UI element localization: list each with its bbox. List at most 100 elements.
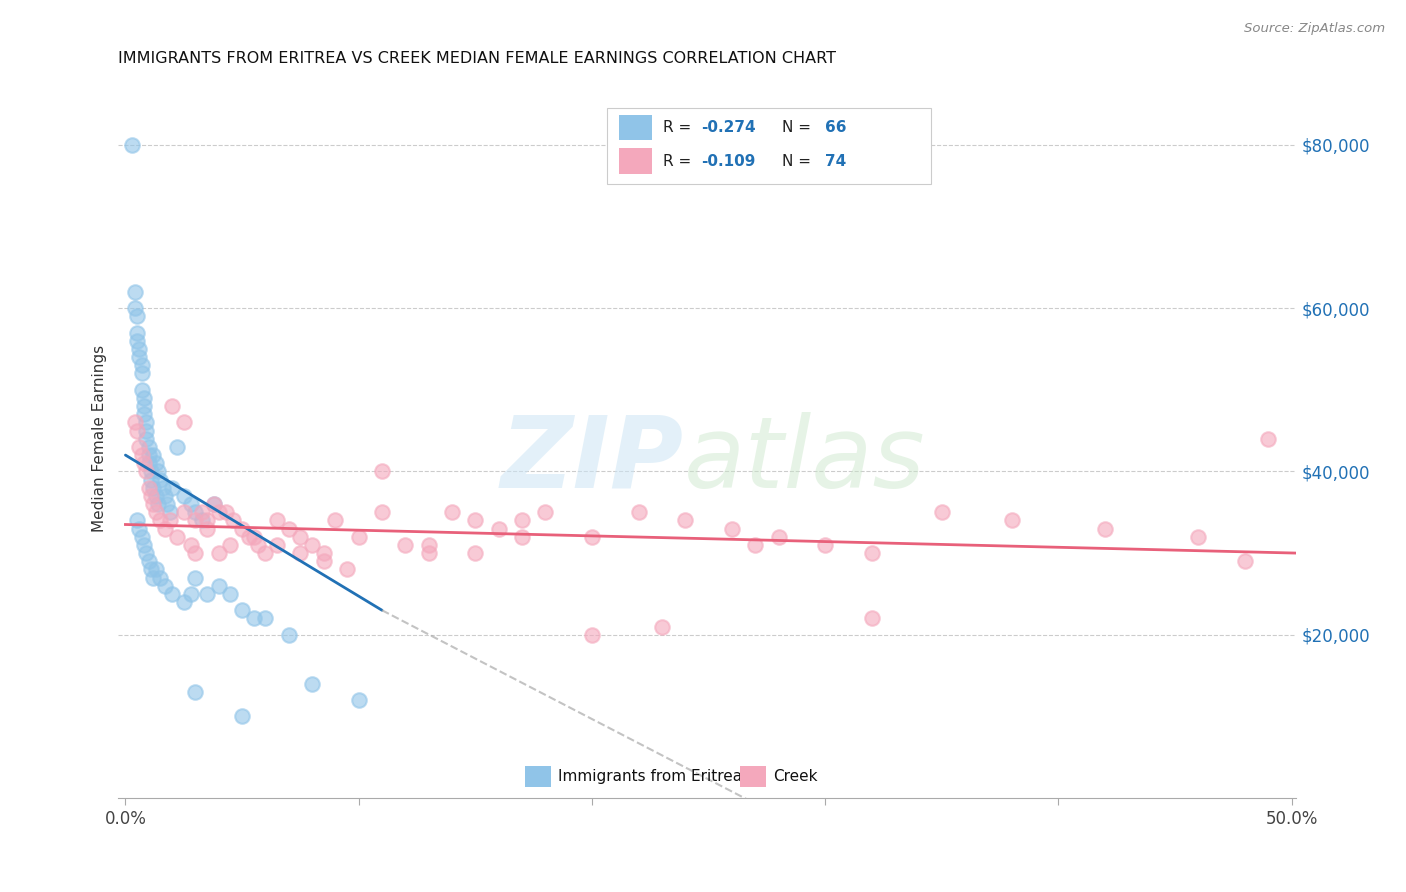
- Point: [208, 505, 231, 519]
- Point: [347, 530, 370, 544]
- Point: [173, 416, 195, 430]
- Text: -0.109: -0.109: [702, 153, 756, 169]
- Point: [138, 440, 160, 454]
- Point: [208, 546, 231, 560]
- Point: [1094, 522, 1116, 536]
- Point: [127, 310, 149, 324]
- Point: [135, 416, 157, 430]
- Point: [145, 456, 167, 470]
- Text: -0.274: -0.274: [702, 120, 756, 135]
- FancyBboxPatch shape: [607, 108, 931, 184]
- Point: [121, 137, 143, 152]
- Point: [135, 464, 157, 478]
- Point: [135, 424, 157, 438]
- Point: [242, 530, 264, 544]
- Point: [301, 677, 323, 691]
- Point: [418, 538, 440, 552]
- Point: [860, 611, 883, 625]
- Point: [312, 554, 335, 568]
- Point: [132, 391, 155, 405]
- Point: [231, 603, 253, 617]
- Point: [184, 546, 207, 560]
- Point: [160, 399, 183, 413]
- Point: [139, 464, 162, 478]
- Point: [138, 448, 160, 462]
- Point: [149, 473, 172, 487]
- Point: [312, 546, 335, 560]
- FancyBboxPatch shape: [619, 148, 652, 174]
- Point: [124, 416, 146, 430]
- Point: [127, 334, 149, 348]
- Point: [124, 285, 146, 299]
- Text: 66: 66: [825, 120, 846, 135]
- Point: [651, 619, 673, 633]
- Point: [132, 399, 155, 413]
- Point: [290, 546, 312, 560]
- Point: [180, 587, 202, 601]
- Point: [180, 497, 202, 511]
- Point: [860, 546, 883, 560]
- Point: [153, 522, 176, 536]
- Point: [744, 538, 766, 552]
- Point: [127, 326, 149, 340]
- Text: R =: R =: [662, 120, 696, 135]
- Point: [142, 497, 165, 511]
- Point: [127, 513, 149, 527]
- Point: [135, 546, 157, 560]
- Point: [180, 538, 202, 552]
- FancyBboxPatch shape: [619, 114, 652, 140]
- Text: ZIP: ZIP: [501, 412, 683, 508]
- Point: [139, 473, 162, 487]
- Point: [1234, 554, 1257, 568]
- Point: [242, 611, 264, 625]
- Point: [266, 538, 288, 552]
- Text: Source: ZipAtlas.com: Source: ZipAtlas.com: [1244, 22, 1385, 36]
- Text: Creek: Creek: [773, 769, 818, 784]
- Point: [138, 456, 160, 470]
- Text: Immigrants from Eritrea: Immigrants from Eritrea: [558, 769, 742, 784]
- Point: [132, 456, 155, 470]
- Point: [418, 546, 440, 560]
- Point: [138, 554, 160, 568]
- Point: [254, 546, 277, 560]
- Point: [135, 432, 157, 446]
- Text: N =: N =: [782, 120, 815, 135]
- Point: [814, 538, 837, 552]
- Point: [128, 342, 150, 356]
- Point: [325, 513, 347, 527]
- Point: [145, 489, 167, 503]
- Point: [153, 579, 176, 593]
- Point: [1001, 513, 1024, 527]
- Point: [510, 513, 533, 527]
- Point: [215, 505, 238, 519]
- Point: [132, 538, 155, 552]
- Point: [124, 301, 146, 315]
- FancyBboxPatch shape: [524, 766, 551, 788]
- Point: [440, 505, 463, 519]
- Point: [131, 383, 153, 397]
- Text: 74: 74: [825, 153, 846, 169]
- Point: [142, 448, 165, 462]
- Point: [131, 358, 153, 372]
- Text: IMMIGRANTS FROM ERITREA VS CREEK MEDIAN FEMALE EARNINGS CORRELATION CHART: IMMIGRANTS FROM ERITREA VS CREEK MEDIAN …: [118, 51, 837, 66]
- Point: [464, 513, 486, 527]
- Point: [159, 505, 181, 519]
- Point: [301, 538, 323, 552]
- Point: [173, 489, 195, 503]
- Point: [219, 587, 242, 601]
- Point: [195, 522, 218, 536]
- Point: [277, 628, 299, 642]
- Point: [191, 513, 214, 527]
- Point: [142, 571, 165, 585]
- FancyBboxPatch shape: [741, 766, 766, 788]
- Text: R =: R =: [662, 153, 696, 169]
- Point: [231, 709, 253, 723]
- Point: [231, 522, 253, 536]
- Point: [195, 587, 218, 601]
- Point: [581, 530, 603, 544]
- Point: [202, 497, 225, 511]
- Point: [238, 530, 260, 544]
- Point: [488, 522, 510, 536]
- Point: [347, 693, 370, 707]
- Point: [173, 595, 195, 609]
